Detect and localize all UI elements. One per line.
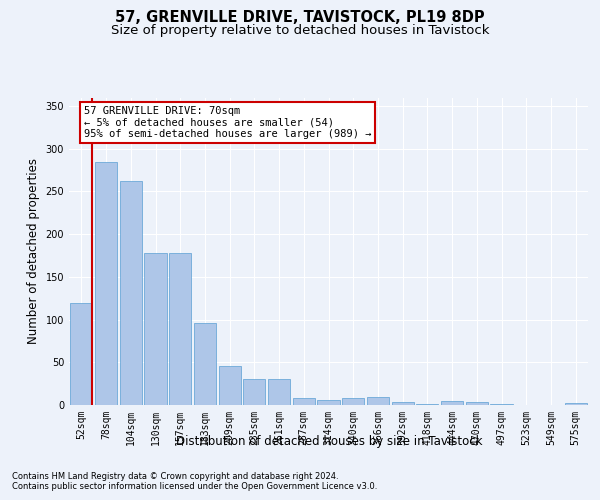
Bar xyxy=(145,253,167,405)
Text: Contains public sector information licensed under the Open Government Licence v3: Contains public sector information licen… xyxy=(12,482,377,491)
Bar xyxy=(119,181,142,405)
Text: Size of property relative to detached houses in Tavistock: Size of property relative to detached ho… xyxy=(111,24,489,37)
Text: 57 GRENVILLE DRIVE: 70sqm
← 5% of detached houses are smaller (54)
95% of semi-d: 57 GRENVILLE DRIVE: 70sqm ← 5% of detach… xyxy=(84,106,371,139)
Bar xyxy=(169,253,191,405)
Bar xyxy=(293,398,315,405)
Bar xyxy=(441,400,463,405)
Bar xyxy=(243,380,265,405)
Bar xyxy=(218,366,241,405)
Bar xyxy=(490,404,512,405)
Bar xyxy=(317,400,340,405)
Bar xyxy=(342,398,364,405)
Bar xyxy=(95,162,117,405)
Bar xyxy=(367,398,389,405)
Text: Distribution of detached houses by size in Tavistock: Distribution of detached houses by size … xyxy=(176,434,482,448)
Bar xyxy=(565,404,587,405)
Bar xyxy=(392,402,414,405)
Text: 57, GRENVILLE DRIVE, TAVISTOCK, PL19 8DP: 57, GRENVILLE DRIVE, TAVISTOCK, PL19 8DP xyxy=(115,10,485,25)
Bar xyxy=(70,302,92,405)
Text: Contains HM Land Registry data © Crown copyright and database right 2024.: Contains HM Land Registry data © Crown c… xyxy=(12,472,338,481)
Bar xyxy=(466,402,488,405)
Bar xyxy=(416,404,439,405)
Y-axis label: Number of detached properties: Number of detached properties xyxy=(27,158,40,344)
Bar xyxy=(194,323,216,405)
Bar xyxy=(268,380,290,405)
